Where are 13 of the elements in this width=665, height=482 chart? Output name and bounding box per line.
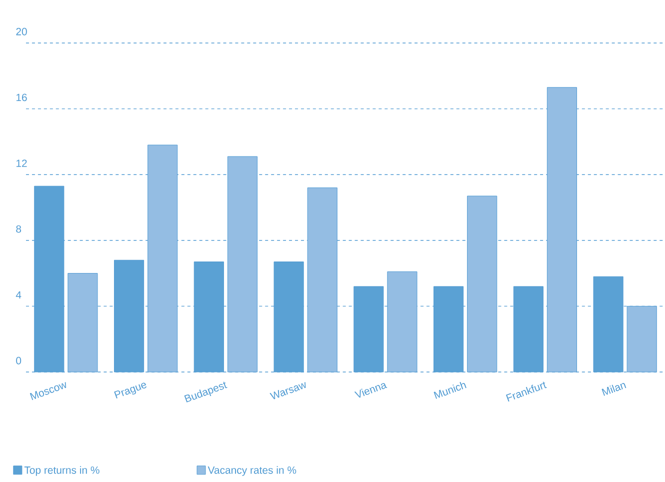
legend-label: Vacancy rates in % (208, 466, 296, 476)
legend-label: Top returns in % (24, 466, 100, 476)
y-tick-label: 8 (16, 225, 22, 233)
y-tick-label: 0 (16, 356, 22, 364)
x-tick-label: Milan (602, 382, 626, 396)
y-tick-label: 20 (16, 28, 27, 36)
x-tick-label: Munich (434, 382, 466, 399)
x-tick-label: Warsaw (270, 382, 306, 400)
y-tick-label: 16 (16, 94, 27, 102)
y-tick-label: 12 (16, 160, 27, 167)
y-tick-label: 4 (16, 291, 22, 299)
x-tick-label: Vienna (354, 383, 388, 398)
x-tick-label: Prague (114, 382, 146, 398)
